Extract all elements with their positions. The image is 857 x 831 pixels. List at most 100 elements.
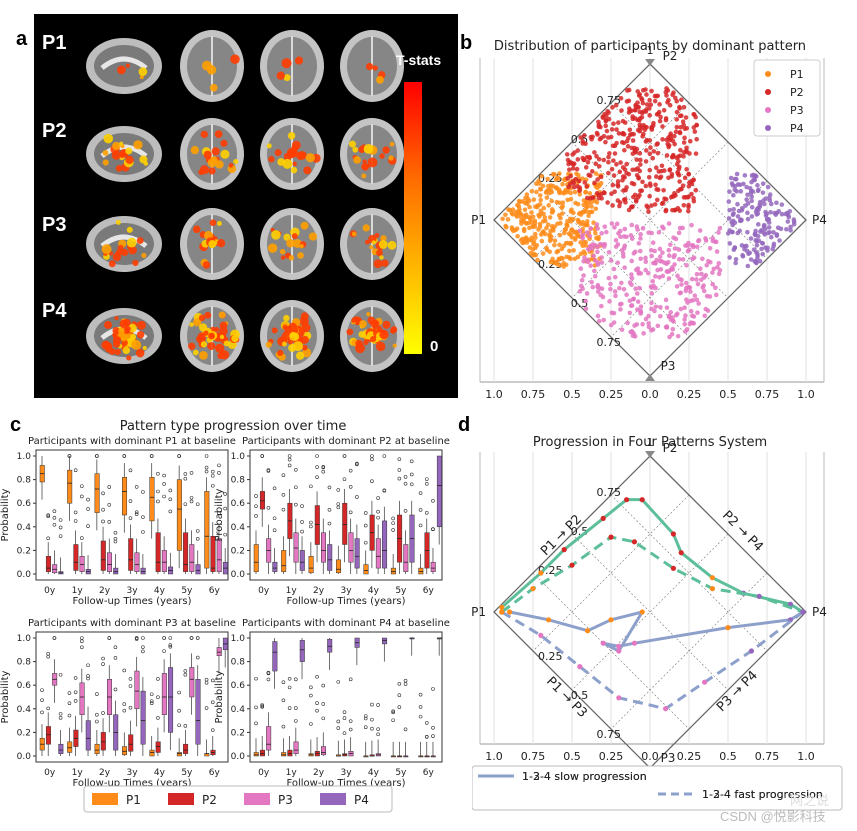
outlier (177, 723, 181, 728)
activation-blob (126, 226, 133, 233)
y-tick-label: 0.6 (17, 681, 32, 691)
scatter-point-p3 (592, 273, 598, 279)
outlier (431, 498, 435, 503)
trajectory-point (577, 664, 583, 670)
outlier (141, 490, 145, 494)
box-p2 (210, 535, 216, 572)
activation-blob (133, 140, 143, 150)
scatter-point-p2 (676, 166, 682, 172)
outlier (376, 496, 380, 500)
x-tick-label: 1.0 (797, 750, 815, 763)
scatter-point-p3 (590, 284, 596, 290)
scatter-point-p4 (737, 218, 743, 224)
box-p1 (67, 741, 73, 753)
box-p1 (281, 550, 287, 572)
activation-blob (362, 224, 370, 232)
scatter-point-p3 (683, 285, 689, 291)
y-tick-label: 0.2 (231, 728, 245, 738)
scatter-point-p2 (663, 117, 669, 123)
box-p3 (321, 532, 327, 563)
scatter-point-p2 (635, 117, 641, 123)
chart-title: Distribution of participants by dominant… (494, 39, 806, 54)
scatter-point-p2 (589, 169, 595, 174)
scatter-point-p3 (690, 256, 695, 262)
box-p4 (140, 690, 146, 745)
activation-blob (305, 153, 316, 163)
scatter-point-p3 (655, 323, 661, 329)
scatter-point-p1 (537, 181, 542, 186)
activation-blob (125, 63, 130, 68)
activation-blob (199, 165, 210, 175)
activation-blob (114, 316, 119, 321)
activation-blob (130, 333, 137, 340)
outlier (272, 528, 277, 533)
x-tick-label: 1.0 (797, 388, 815, 401)
scatter-point-p3 (606, 249, 612, 255)
outlier (134, 636, 139, 640)
scatter-point-p2 (575, 184, 581, 189)
scatter-point-p3 (664, 269, 670, 274)
outlier (370, 457, 374, 462)
activation-blob (112, 141, 121, 151)
trajectory-point (608, 534, 614, 540)
scatter-point-p1 (503, 223, 508, 229)
activation-blob (291, 233, 298, 240)
box-p1 (390, 567, 396, 575)
scatter-point-p3 (710, 238, 716, 244)
activation-blob (101, 244, 112, 255)
outlier (315, 475, 319, 479)
box-p1 (67, 469, 73, 504)
activation-blob (365, 62, 374, 71)
scatter-point-p4 (742, 173, 748, 178)
y-axis-label: Probability (214, 670, 225, 723)
scatter-point-p1 (565, 197, 570, 203)
scatter-point-p3 (675, 273, 680, 279)
scatter-point-p3 (608, 322, 614, 328)
outlier (52, 509, 57, 514)
scatter-point-p2 (620, 118, 626, 124)
outlier (223, 506, 227, 511)
scatter-point-p1 (524, 192, 530, 197)
outlier (67, 713, 72, 718)
scatter-point-p2 (575, 157, 581, 162)
scatter-point-p3 (649, 306, 654, 312)
row-label-p3: P3 (42, 214, 67, 236)
outlier (183, 724, 188, 728)
corner-label-p4: P4 (812, 213, 827, 227)
activation-blob (371, 240, 376, 245)
outlier (272, 516, 277, 521)
scatter-point-p3 (638, 256, 644, 262)
box-p4 (113, 567, 119, 575)
outlier (183, 476, 188, 481)
scatter-point-p1 (540, 251, 546, 256)
scatter-point-p2 (601, 157, 607, 163)
activation-blob (387, 240, 397, 250)
scatter-point-p1 (515, 233, 520, 239)
scatter-point-p3 (678, 306, 684, 312)
activation-blob (115, 165, 123, 172)
scatter-point-p3 (594, 222, 600, 227)
scatter-point-p3 (701, 283, 706, 288)
scatter-point-p3 (613, 244, 619, 249)
activation-blob (201, 60, 212, 71)
trajectory-point (561, 547, 567, 553)
scatter-point-p3 (627, 298, 633, 303)
scatter-point-p3 (635, 266, 641, 271)
box-p4 (195, 564, 201, 575)
outlier (424, 477, 429, 481)
activation-blob (372, 65, 378, 71)
brain-slice (340, 30, 404, 102)
scatter-point-p1 (549, 198, 554, 204)
activation-blob (142, 345, 147, 351)
row-label-p4: P4 (42, 300, 67, 322)
brain-slice (86, 126, 162, 182)
scatter-point-p3 (683, 243, 688, 248)
scatter-point-p2 (620, 165, 626, 170)
scatter-point-p2 (683, 115, 689, 120)
outlier (397, 468, 402, 472)
scatter-point-p3 (603, 229, 609, 235)
outlier (266, 506, 271, 510)
scatter-point-p3 (646, 230, 651, 235)
legend-label: P4 (790, 122, 804, 135)
scatter-point-p4 (755, 251, 760, 257)
